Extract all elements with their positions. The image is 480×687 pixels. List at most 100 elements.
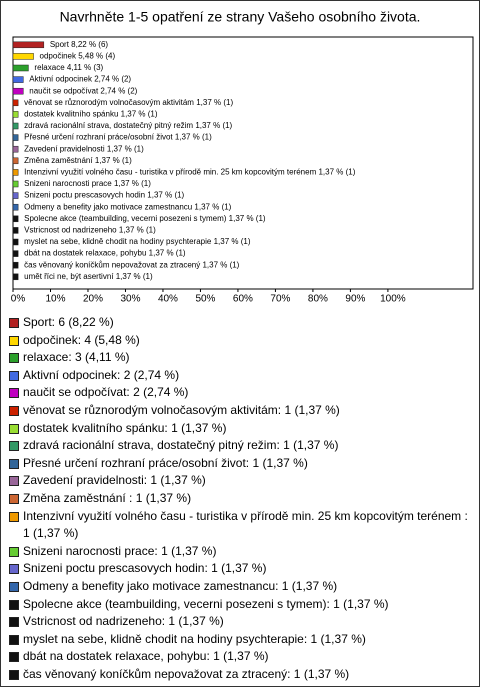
legend-item: relaxace: 3 (4,11 %)	[9, 349, 471, 367]
bar	[12, 180, 19, 188]
bar-label: umět říci ne, být asertivní 1,37 % (1)	[24, 272, 153, 281]
bar-label: zdravá racionální strava, dostatečný pit…	[24, 121, 232, 130]
bar	[12, 134, 19, 141]
legend-swatch	[9, 546, 19, 557]
bar-label: odpočinek 5,48 % (4)	[40, 52, 116, 61]
legend-item: dbát na dostatek relaxace, pohybu: 1 (1,…	[9, 648, 471, 666]
legend-item: dostatek kvalitního spánku: 1 (1,37 %)	[9, 420, 471, 438]
legend-label: Snizeni poctu prescasovych hodin: 1 (1,3…	[23, 561, 267, 576]
legend-label: umět říci ne, být asertivní: 1 (1,37 %)	[23, 683, 219, 686]
legend-swatch	[9, 458, 19, 469]
bar	[12, 145, 19, 153]
bar-label: Intenzivní využití volného času - turist…	[24, 168, 356, 177]
bar-label: Spolecne akce (teambuilding, vecerni pos…	[24, 214, 266, 223]
x-tick-label: 10%	[45, 294, 65, 305]
legend-item: zdravá racionální strava, dostatečný pit…	[9, 437, 471, 455]
bar	[12, 157, 19, 165]
bar	[12, 227, 19, 234]
legend-item: Odmeny a benefity jako motivace zamestna…	[9, 578, 471, 596]
bar	[12, 203, 19, 211]
legend-swatch	[9, 423, 19, 434]
bar-label: dbát na dostatek relaxace, pohybu 1,37 %…	[24, 249, 186, 258]
x-tick-label: 50%	[195, 294, 215, 305]
legend-swatch	[9, 581, 19, 592]
legend-item: Snizeni poctu prescasovych hodin: 1 (1,3…	[9, 560, 471, 578]
legend-item: Změna zaměstnání : 1 (1,37 %)	[9, 490, 471, 508]
legend-label: dbát na dostatek relaxace, pohybu: 1 (1,…	[23, 649, 269, 664]
bar-label: Odmeny a benefity jako motivace zamestna…	[24, 202, 232, 211]
bar-label: Snizeni narocnosti prace 1,37 % (1)	[24, 179, 151, 188]
x-tick-label: 40%	[158, 294, 178, 305]
x-tick-label: 90%	[345, 294, 365, 305]
bar-label: věnovat se různorodým volnočasovým aktiv…	[24, 98, 233, 107]
legend-label: čas věnovaný koníčkům nepovažovat za ztr…	[23, 666, 350, 681]
bar	[12, 169, 19, 176]
legend-label: odpočinek: 4 (5,48 %)	[23, 332, 140, 347]
legend-item: odpočinek: 4 (5,48 %)	[9, 332, 471, 350]
legend-label: Snizeni narocnosti prace: 1 (1,37 %)	[23, 543, 217, 558]
legend-label: naučit se odpočívat: 2 (2,74 %)	[23, 385, 189, 400]
legend-label: Intenzivní využití volného času - turist…	[23, 508, 468, 541]
bar	[12, 41, 45, 49]
legend-item: Aktivní odpocinek: 2 (2,74 %)	[9, 367, 471, 385]
legend-swatch	[9, 476, 19, 487]
legend-item: Snizeni narocnosti prace: 1 (1,37 %)	[9, 543, 471, 561]
legend-swatch	[9, 388, 19, 399]
legend-label: Vstricnost od nadrizeneho: 1 (1,37 %)	[23, 614, 224, 629]
bar-label: dostatek kvalitního spánku 1,37 % (1)	[24, 110, 158, 119]
bar-label: Vstricnost od nadrizeneho 1,37 % (1)	[24, 226, 156, 235]
legend-swatch	[9, 617, 19, 628]
chart: Navrhněte 1-5 opatření ze strany Vašeho …	[11, 9, 474, 305]
x-tick-label: 80%	[308, 294, 328, 305]
bar	[12, 238, 19, 246]
bar	[12, 99, 19, 107]
bar	[12, 64, 29, 72]
legend-swatch	[9, 353, 19, 364]
x-tick-label: 70%	[270, 294, 290, 305]
x-tick-label: 60%	[233, 294, 253, 305]
legend-item: Spolecne akce (teambuilding, vecerni pos…	[9, 596, 471, 614]
legend-swatch	[9, 441, 19, 452]
legend-item: myslet na sebe, klidně chodit na hodiny …	[9, 631, 471, 649]
legend-item: Intenzivní využití volného času - turist…	[9, 508, 471, 543]
bar	[12, 250, 19, 257]
bar-label: relaxace 4,11 % (3)	[34, 63, 103, 72]
legend-label: Zavedení pravidelnosti: 1 (1,37 %)	[23, 473, 206, 488]
bar	[12, 53, 34, 60]
legend-swatch	[9, 669, 19, 680]
legend-label: Sport: 6 (8,22 %)	[23, 315, 114, 329]
legend-item: umět říci ne, být asertivní: 1 (1,37 %)	[9, 683, 471, 686]
bar	[12, 215, 19, 223]
legend-item: Vstricnost od nadrizeneho: 1 (1,37 %)	[9, 613, 471, 631]
legend-label: zdravá racionální strava, dostatečný pit…	[23, 438, 339, 453]
legend-label: relaxace: 3 (4,11 %)	[23, 350, 130, 365]
bar	[12, 76, 24, 83]
bar	[12, 273, 19, 281]
legend-swatch	[9, 493, 19, 504]
legend-item: Zavedení pravidelnosti: 1 (1,37 %)	[9, 472, 471, 490]
legend-swatch	[9, 599, 19, 610]
legend-item: naučit se odpočívat: 2 (2,74 %)	[9, 384, 471, 402]
bar-label: Přesné určení rozhraní práce/osobní živo…	[24, 133, 212, 142]
bar	[12, 192, 19, 199]
legend-swatch	[9, 405, 19, 416]
x-tick-label: 100%	[380, 294, 406, 305]
legend-item: věnovat se různorodým volnočasovým aktiv…	[9, 402, 471, 420]
legend-swatch	[9, 318, 19, 328]
bar-label: Zavedení pravidelnosti 1,37 % (1)	[24, 144, 144, 153]
bar	[12, 111, 19, 118]
legend-swatch	[9, 335, 19, 346]
legend-label: Spolecne akce (teambuilding, vecerni pos…	[23, 596, 389, 611]
bar-label: Snizeni poctu prescasovych hodin 1,37 % …	[24, 191, 184, 200]
bar	[12, 122, 19, 130]
legend-swatch	[9, 652, 19, 663]
x-tick-label: 20%	[83, 294, 103, 305]
legend-label: Přesné určení rozhraní práce/osobní živo…	[23, 455, 308, 470]
bar	[12, 261, 19, 269]
bar-label: Změna zaměstnání 1,37 % (1)	[24, 156, 132, 165]
legend-item: Sport: 6 (8,22 %)	[9, 314, 471, 332]
x-tick-label: 0%	[11, 294, 26, 305]
legend-label: dostatek kvalitního spánku: 1 (1,37 %)	[23, 420, 227, 435]
bar	[12, 87, 24, 95]
